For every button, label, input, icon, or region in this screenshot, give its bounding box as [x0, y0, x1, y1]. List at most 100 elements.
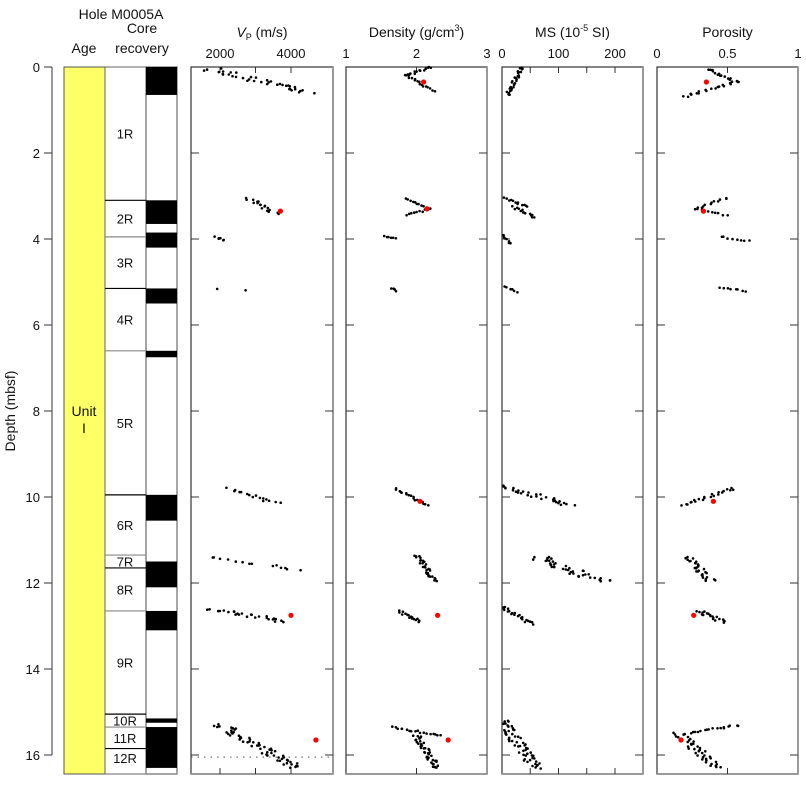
data-point [202, 69, 206, 72]
data-point [418, 562, 422, 565]
data-point [519, 209, 523, 213]
data-point [290, 89, 293, 92]
data-point [524, 754, 528, 757]
data-point [559, 503, 563, 507]
data-point [414, 730, 417, 733]
data-point [435, 760, 438, 764]
core-label: 9R [117, 656, 134, 671]
data-point [715, 765, 718, 769]
data-point [531, 623, 535, 626]
data-point [394, 289, 398, 293]
data-point [534, 766, 537, 769]
data-point [215, 287, 219, 291]
data-point [396, 727, 400, 731]
data-point [700, 206, 704, 209]
data-point [717, 491, 720, 494]
discrete-sample-point [710, 498, 717, 504]
data-point [280, 619, 283, 622]
data-point [259, 747, 262, 751]
data-point [516, 735, 520, 738]
age-unit-block [63, 66, 106, 775]
data-point [267, 210, 271, 214]
data-point [701, 611, 704, 614]
data-point [713, 619, 717, 622]
data-point [248, 562, 251, 566]
data-point [525, 205, 529, 208]
recovered-section [146, 350, 177, 358]
discrete-sample-point [424, 206, 430, 212]
data-point [418, 209, 421, 213]
data-point [409, 199, 412, 203]
data-point [435, 579, 439, 583]
data-point [722, 235, 725, 238]
data-point [213, 235, 216, 238]
data-point [413, 72, 417, 76]
data-point [505, 90, 509, 94]
data-point [693, 561, 697, 565]
depth-tick-label: 10 [26, 490, 40, 505]
data-point [241, 740, 245, 743]
data-point [422, 731, 426, 734]
data-point [693, 566, 697, 570]
data-point [568, 566, 571, 570]
data-point [511, 199, 515, 203]
data-point [410, 76, 414, 80]
data-point [526, 619, 530, 623]
data-point [523, 744, 526, 747]
data-point [726, 287, 730, 290]
data-point [706, 210, 710, 213]
data-point [391, 725, 394, 728]
x-tick-label: 1 [794, 46, 801, 61]
data-point [722, 286, 726, 290]
data-point [219, 67, 223, 70]
depth-tick-label: 0 [33, 60, 40, 75]
data-point [252, 201, 255, 205]
panel-title: VP (m/s) [236, 24, 287, 42]
data-point [544, 496, 548, 499]
data-point [249, 75, 253, 79]
data-point [503, 720, 507, 723]
data-point [505, 733, 508, 736]
data-point [407, 76, 411, 80]
data-point [720, 491, 724, 494]
data-point [424, 563, 428, 566]
data-point [293, 85, 297, 89]
data-point [271, 618, 275, 621]
panel-title: Density (g/cm3) [369, 23, 464, 40]
data-point [705, 728, 709, 731]
data-point [502, 196, 506, 199]
data-point [505, 286, 508, 289]
data-point [431, 762, 434, 766]
data-point [508, 739, 511, 743]
data-point [252, 79, 256, 83]
data-point [530, 620, 534, 624]
core-label: 10R [113, 714, 137, 729]
data-point [413, 78, 417, 82]
data-point [414, 738, 417, 742]
data-point [405, 728, 409, 731]
data-point [686, 558, 689, 561]
data-point [504, 722, 507, 725]
recovered-section [146, 200, 177, 224]
y-axis-label: Depth (mbsf) [2, 371, 18, 452]
depth-tick-label: 14 [26, 662, 40, 677]
data-point [519, 70, 523, 74]
data-point [521, 741, 525, 745]
data-point [269, 80, 273, 83]
data-point [510, 739, 514, 743]
data-point [237, 613, 241, 616]
data-point [736, 724, 740, 728]
data-point [278, 82, 282, 86]
data-point [511, 204, 514, 208]
data-point [217, 723, 220, 726]
data-point [439, 733, 442, 737]
recovered-section [146, 288, 177, 304]
data-point [588, 576, 592, 579]
data-point [226, 732, 230, 736]
core-column-header-line1: Core [127, 20, 158, 36]
data-point [511, 288, 514, 291]
data-point [245, 198, 248, 201]
data-point [218, 557, 222, 561]
